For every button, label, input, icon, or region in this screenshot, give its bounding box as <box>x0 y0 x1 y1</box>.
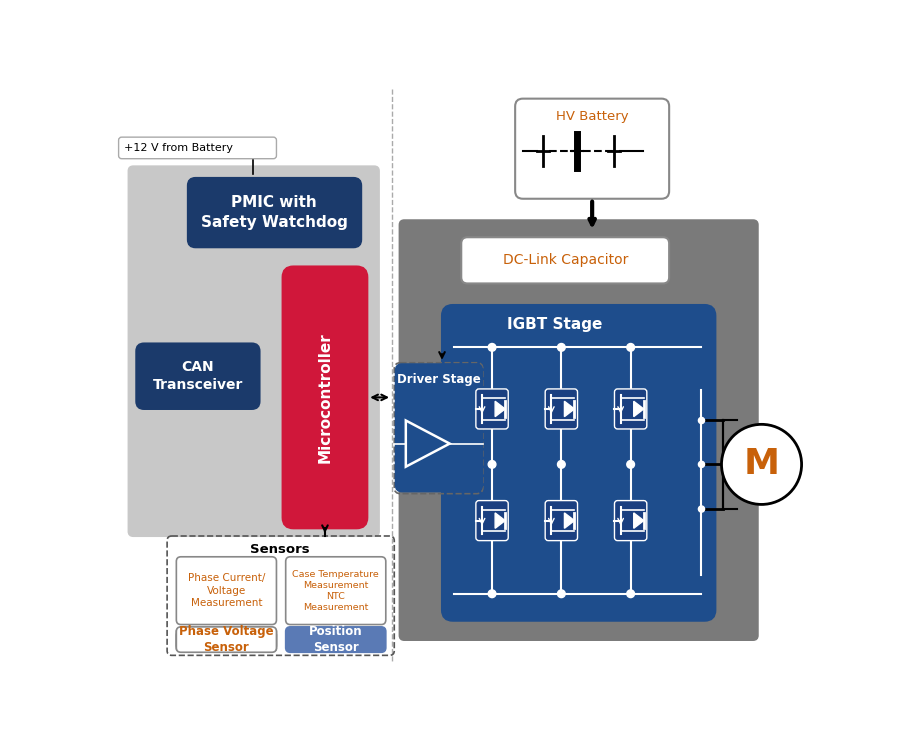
FancyBboxPatch shape <box>129 166 379 536</box>
Polygon shape <box>564 513 574 528</box>
Polygon shape <box>495 402 505 416</box>
FancyBboxPatch shape <box>476 501 508 541</box>
FancyBboxPatch shape <box>400 221 758 640</box>
FancyBboxPatch shape <box>615 389 647 429</box>
Circle shape <box>488 590 496 597</box>
FancyBboxPatch shape <box>545 389 578 429</box>
FancyBboxPatch shape <box>461 237 669 283</box>
FancyBboxPatch shape <box>176 628 276 651</box>
Circle shape <box>626 343 634 351</box>
FancyBboxPatch shape <box>119 137 276 159</box>
Polygon shape <box>634 513 643 528</box>
FancyBboxPatch shape <box>176 557 276 624</box>
Text: Phase Current/
Voltage
Measurement: Phase Current/ Voltage Measurement <box>188 573 266 608</box>
Circle shape <box>626 590 634 597</box>
FancyBboxPatch shape <box>615 501 647 541</box>
Text: IGBT Stage: IGBT Stage <box>508 317 603 332</box>
Text: +12 V from Battery: +12 V from Battery <box>124 143 233 153</box>
FancyBboxPatch shape <box>285 557 386 624</box>
Circle shape <box>698 461 705 467</box>
Polygon shape <box>634 402 643 416</box>
Circle shape <box>626 460 634 469</box>
Text: PMIC with
Safety Watchdog: PMIC with Safety Watchdog <box>201 195 347 230</box>
FancyBboxPatch shape <box>396 364 482 492</box>
FancyBboxPatch shape <box>442 305 716 621</box>
Text: DC-Link Capacitor: DC-Link Capacitor <box>502 253 628 267</box>
Circle shape <box>698 506 705 512</box>
Text: Phase Voltage
Sensor: Phase Voltage Sensor <box>179 626 274 654</box>
Circle shape <box>722 425 802 504</box>
Polygon shape <box>495 513 505 528</box>
Text: Sensors: Sensors <box>250 542 310 556</box>
Text: M: M <box>743 448 779 481</box>
Polygon shape <box>564 402 574 416</box>
Text: HV Battery: HV Battery <box>556 110 628 123</box>
FancyBboxPatch shape <box>515 98 669 199</box>
Text: Microcontroller: Microcontroller <box>318 332 332 463</box>
FancyBboxPatch shape <box>136 343 259 409</box>
FancyBboxPatch shape <box>176 627 276 653</box>
Circle shape <box>488 343 496 351</box>
Text: Position
Sensor: Position Sensor <box>309 626 363 654</box>
FancyBboxPatch shape <box>476 389 508 429</box>
Text: Case Temperature
Measurement
NTC
Measurement: Case Temperature Measurement NTC Measure… <box>292 569 379 612</box>
Text: Driver Stage: Driver Stage <box>397 373 481 386</box>
FancyBboxPatch shape <box>285 627 386 653</box>
FancyBboxPatch shape <box>188 178 361 247</box>
FancyBboxPatch shape <box>176 631 276 650</box>
Circle shape <box>488 460 496 469</box>
Circle shape <box>698 417 705 424</box>
FancyBboxPatch shape <box>283 267 367 528</box>
Circle shape <box>557 460 565 469</box>
FancyBboxPatch shape <box>545 501 578 541</box>
Circle shape <box>557 590 565 597</box>
Circle shape <box>557 343 565 351</box>
Text: CAN
Transceiver: CAN Transceiver <box>153 360 243 392</box>
